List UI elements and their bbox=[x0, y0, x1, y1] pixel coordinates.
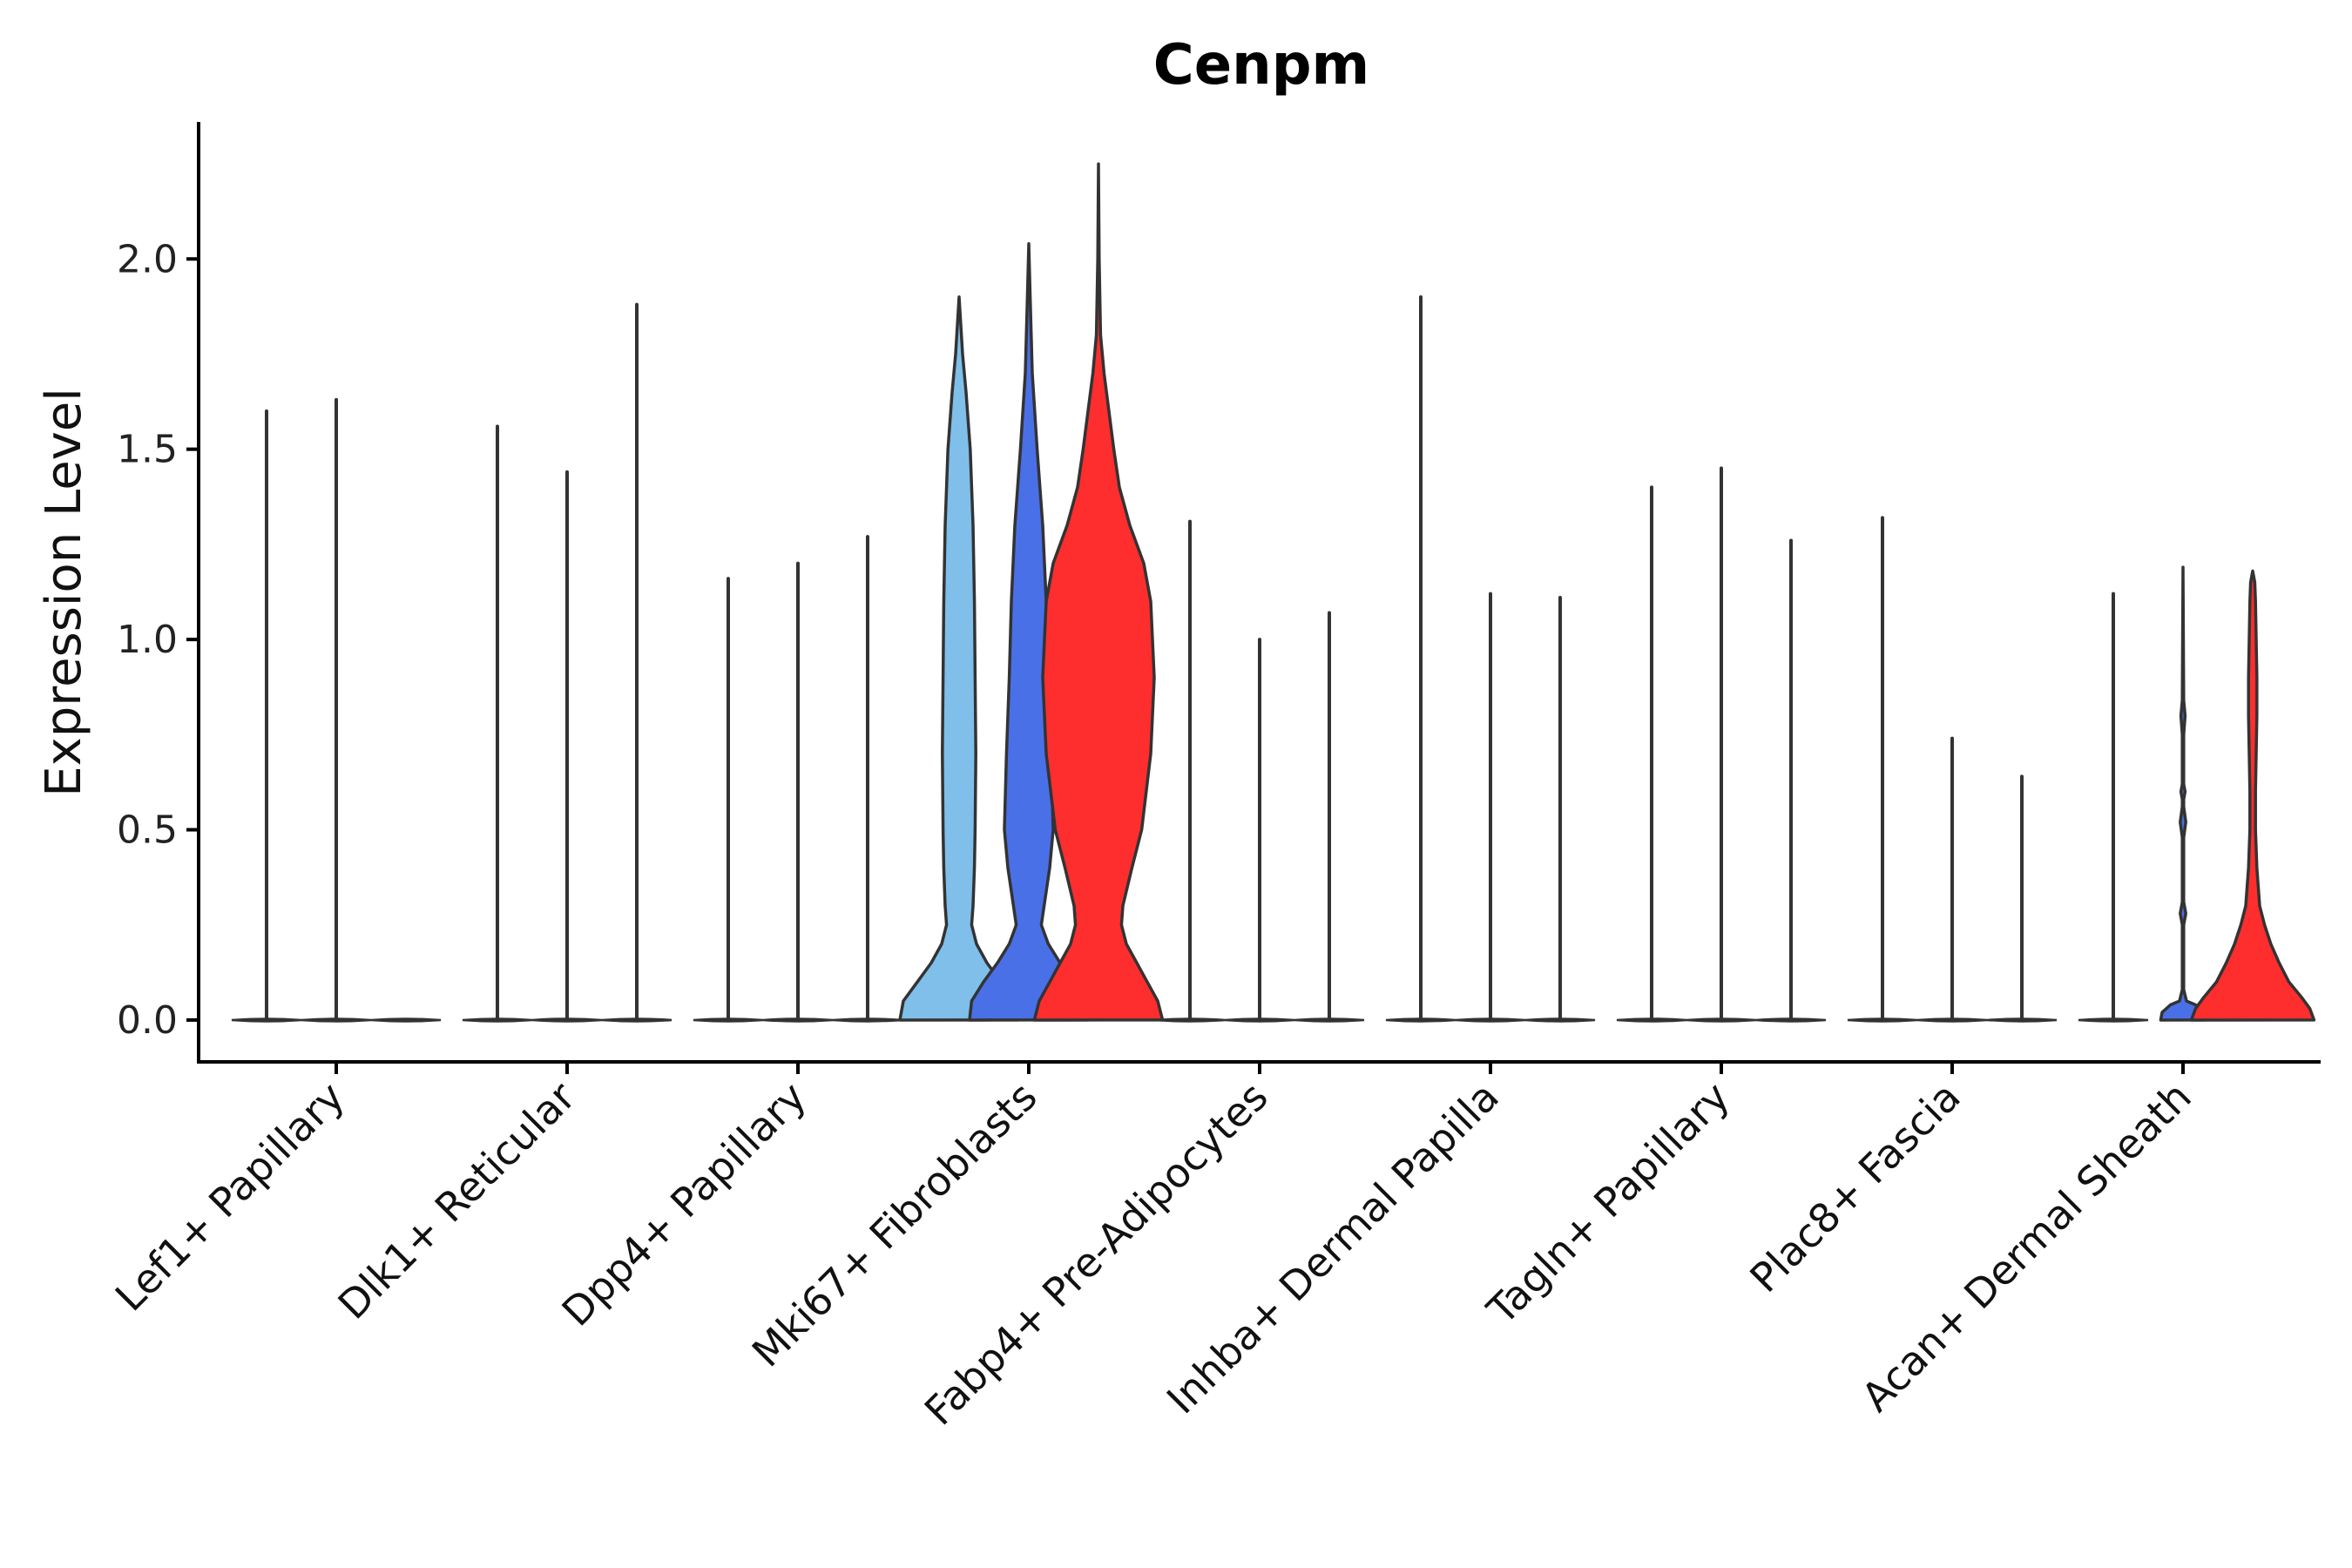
violin-base bbox=[1224, 1017, 1295, 1023]
violin-group bbox=[1847, 516, 2058, 1023]
violin-base bbox=[301, 1017, 372, 1023]
violin-base bbox=[1686, 1017, 1757, 1023]
violin-body bbox=[2159, 565, 2207, 1022]
violin-base bbox=[462, 1017, 533, 1023]
violin-group bbox=[1616, 466, 1827, 1023]
y-axis-ticks: 0.0 0.5 1.0 1.5 2.0 bbox=[117, 237, 199, 1043]
y-tick-label: 1.0 bbox=[117, 618, 178, 662]
violin-group bbox=[462, 302, 672, 1023]
violin-base bbox=[1847, 1017, 1918, 1023]
violin-base bbox=[1455, 1017, 1526, 1023]
violin-base bbox=[832, 1017, 903, 1023]
violin-body bbox=[968, 242, 1090, 1022]
violin-base bbox=[1385, 1017, 1456, 1023]
violin-group bbox=[231, 397, 442, 1023]
x-tick-label: Tagln+ Papillary bbox=[1477, 1073, 1739, 1335]
violin-body bbox=[2189, 569, 2316, 1022]
violin-group bbox=[1385, 294, 1596, 1023]
violin-base bbox=[601, 1017, 672, 1023]
x-tick-label: Dpp4+ Papillary bbox=[553, 1073, 815, 1335]
y-tick-label: 0.5 bbox=[117, 808, 178, 853]
violin-group bbox=[2078, 565, 2316, 1023]
violin-group bbox=[693, 535, 903, 1023]
plot-area bbox=[231, 162, 2316, 1023]
violin-base bbox=[693, 1017, 764, 1023]
violin-body bbox=[1032, 162, 1165, 1022]
chart-title: Cenpm bbox=[1153, 33, 1369, 98]
violin-base bbox=[762, 1017, 834, 1023]
violin-base bbox=[1154, 1017, 1226, 1023]
violin-base bbox=[1755, 1017, 1827, 1023]
y-tick-label: 0.0 bbox=[117, 998, 178, 1043]
violin-base bbox=[1294, 1017, 1365, 1023]
violin-base bbox=[1916, 1017, 1988, 1023]
violin-base bbox=[1616, 1017, 1687, 1023]
violin-base bbox=[370, 1017, 442, 1023]
violin-base bbox=[231, 1017, 302, 1023]
y-axis-label: Expression Level bbox=[36, 388, 92, 797]
x-tick-label: Lef1+ Papillary bbox=[106, 1073, 354, 1321]
x-tick-label: Dlk1+ Reticular bbox=[329, 1073, 585, 1328]
y-tick-label: 2.0 bbox=[117, 237, 178, 281]
violin-base bbox=[1524, 1017, 1596, 1023]
violin-base bbox=[531, 1017, 603, 1023]
x-tick-label: Plac8+ Fascia bbox=[1740, 1073, 1969, 1301]
violin-base bbox=[1986, 1017, 2058, 1023]
y-tick-label: 1.5 bbox=[117, 428, 178, 472]
violin-group bbox=[898, 162, 1165, 1022]
violin-base bbox=[2078, 1017, 2149, 1023]
violin-group bbox=[1154, 519, 1365, 1023]
violin-body bbox=[898, 295, 1020, 1022]
